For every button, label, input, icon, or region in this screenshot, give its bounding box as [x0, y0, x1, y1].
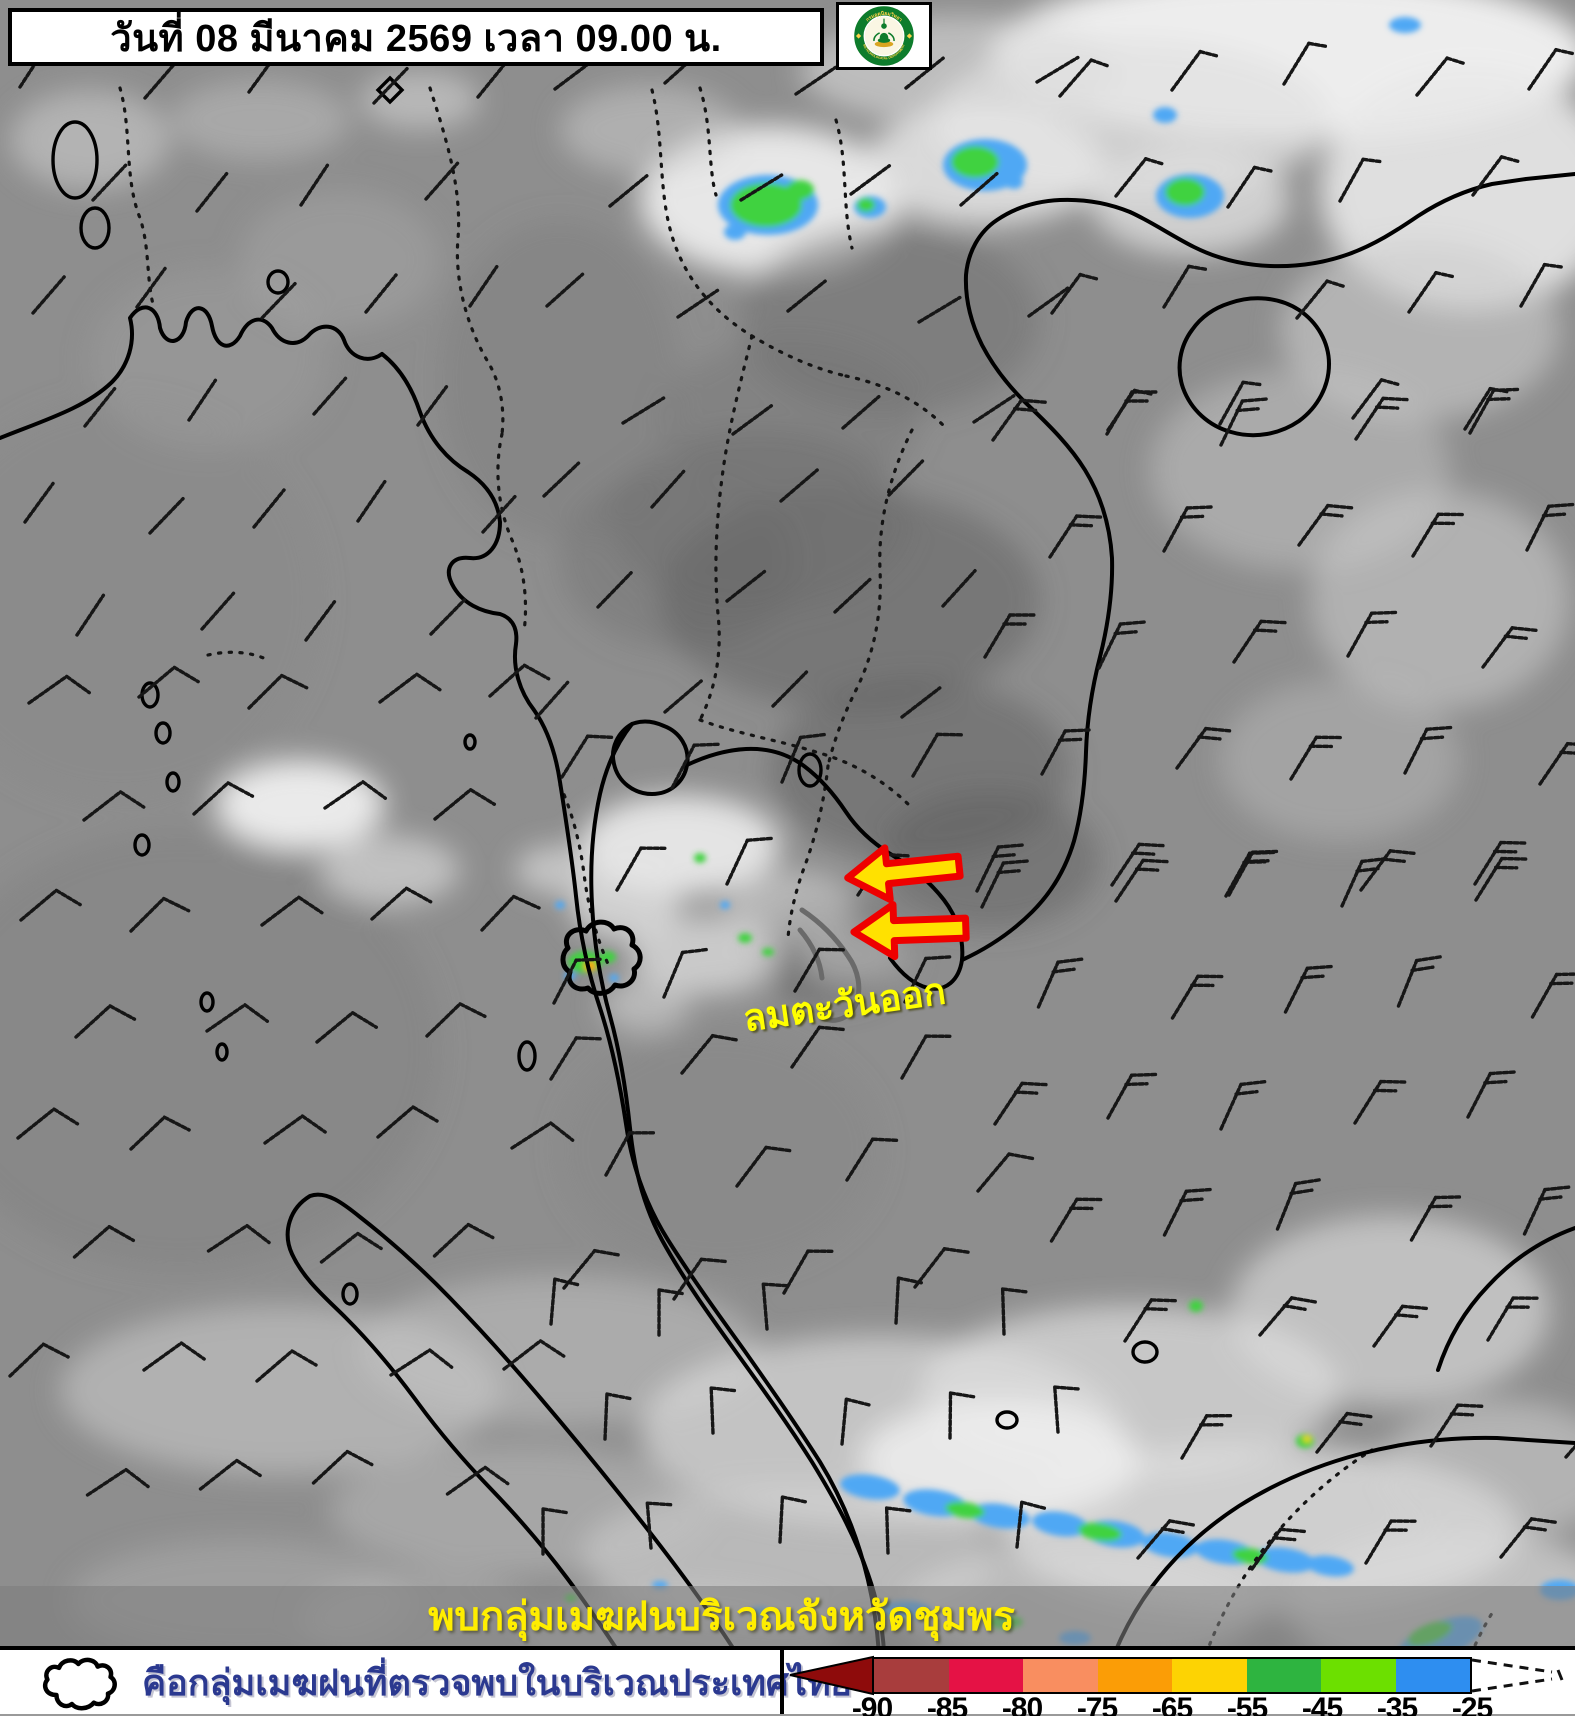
scale-pointer-icon [789, 1655, 874, 1696]
scale-color-segment [1172, 1659, 1247, 1692]
scale-tick-label: -85 [926, 1692, 968, 1716]
tmd-logo-seal-icon: กรมอุตุนิยมวิทยา METEOROLOGICAL DEPARTME… [854, 6, 914, 66]
date-time-title-box: วันที่ 08 มีนาคม 2569 เวลา 09.00 น. [8, 8, 824, 66]
temperature-scale: -90 -85 -80 -75 -65 -55 -45 -35 -25 [784, 1650, 1575, 1716]
scale-tick-label: -55 [1226, 1692, 1268, 1716]
detected-cloud-outline [560, 919, 643, 996]
scale-tick-label: -35 [1376, 1692, 1418, 1716]
scale-tick-label: -45 [1301, 1692, 1343, 1716]
scale-color-segment [1246, 1659, 1321, 1692]
scale-color-segment [948, 1659, 1023, 1692]
tmd-logo-box: กรมอุตุนิยมวิทยา METEOROLOGICAL DEPARTME… [836, 2, 932, 70]
scale-tick-label: -90 [851, 1692, 893, 1716]
logo-deity-figure [873, 18, 895, 48]
scale-tick-label: -75 [1076, 1692, 1118, 1716]
scale-color-segment [1097, 1659, 1172, 1692]
scale-color-segment [874, 1659, 949, 1692]
scale-color-bar [872, 1657, 1472, 1694]
legend-left-section: คือกลุ่มเมฆฝนที่ตรวจพบในบริเวณประเทศไทย [0, 1650, 852, 1714]
scale-tick-label: -65 [1151, 1692, 1193, 1716]
scale-tick-label: -25 [1451, 1692, 1493, 1716]
scale-dashed-tail-icon [1472, 1658, 1564, 1693]
cloud-outline-icon [42, 1657, 117, 1711]
scale-color-segment [1395, 1659, 1470, 1692]
scale-tick-label: -80 [1001, 1692, 1043, 1716]
date-time-title: วันที่ 08 มีนาคม 2569 เวลา 09.00 น. [110, 17, 722, 60]
coastlines [0, 172, 1575, 1716]
legend-description: คือกลุ่มเมฆฝนที่ตรวจพบในบริเวณประเทศไทย [142, 1661, 852, 1703]
announcement-band: พบกลุ่มเมฆฝนบริเวณจังหวัดชุมพร [0, 1586, 1575, 1646]
announcement-text: พบกลุ่มเมฆฝนบริเวณจังหวัดชุมพร [428, 1595, 1015, 1639]
legend-divider [780, 1650, 784, 1714]
scale-color-segment [1321, 1659, 1396, 1692]
legend-bar: คือกลุ่มเมฆฝนที่ตรวจพบในบริเวณประเทศไทย … [0, 1646, 1575, 1716]
scale-color-segment [1023, 1659, 1098, 1692]
mekong-delta-coast [797, 907, 862, 1023]
